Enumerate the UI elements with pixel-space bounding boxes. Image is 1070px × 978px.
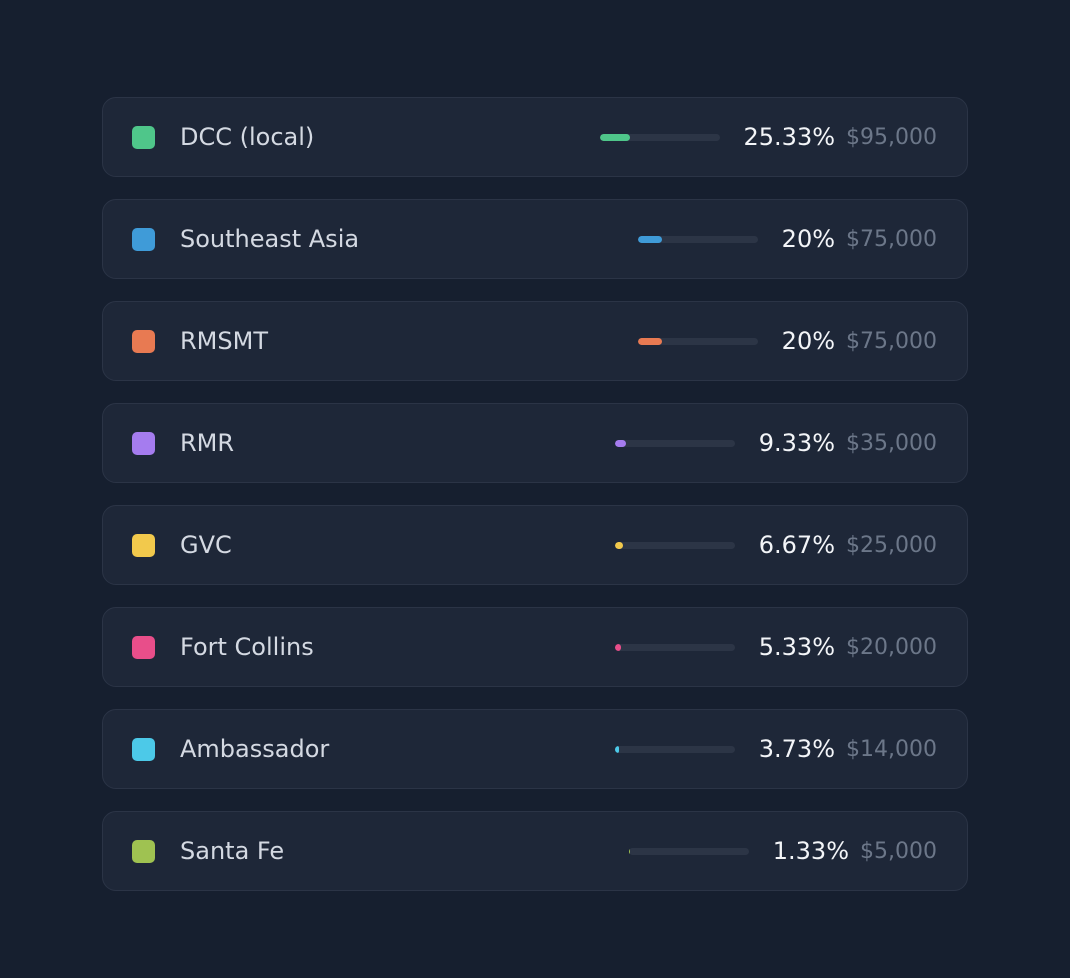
- color-swatch: [132, 635, 155, 659]
- item-name: RMR: [180, 429, 235, 457]
- color-swatch: [132, 125, 155, 149]
- progress-fill: [628, 847, 631, 855]
- item-name: GVC: [180, 531, 232, 559]
- color-swatch: [132, 737, 155, 761]
- amount-label: $20,000: [846, 634, 937, 660]
- progress-fill: [614, 643, 622, 651]
- progress-fill: [637, 235, 662, 243]
- allocation-row: Fort Collins 5.33% $20,000: [102, 607, 968, 687]
- allocation-row: RMR 9.33% $35,000: [102, 403, 968, 483]
- progress-fill: [614, 745, 620, 753]
- allocation-row: Ambassador 3.73% $14,000: [102, 709, 968, 789]
- progress-fill: [614, 541, 623, 549]
- progress-track: [614, 745, 735, 753]
- percent-label: 20%: [781, 327, 836, 355]
- progress-track: [628, 847, 749, 855]
- progress-track: [614, 541, 735, 549]
- percent-label: 6.67%: [758, 531, 836, 559]
- item-name: DCC (local): [180, 123, 315, 151]
- allocation-row: DCC (local) 25.33% $95,000: [102, 97, 968, 177]
- color-swatch: [132, 533, 155, 557]
- progress-track: [637, 235, 758, 243]
- item-name: RMSMT: [180, 327, 268, 355]
- amount-label: $75,000: [846, 226, 937, 252]
- color-swatch: [132, 227, 155, 251]
- allocation-row: RMSMT 20% $75,000: [102, 301, 968, 381]
- percent-label: 25.33%: [743, 123, 836, 151]
- color-swatch: [132, 431, 155, 455]
- item-name: Santa Fe: [180, 837, 285, 865]
- progress-track: [637, 337, 758, 345]
- item-name: Southeast Asia: [180, 225, 360, 253]
- color-swatch: [132, 839, 155, 863]
- amount-label: $95,000: [846, 124, 937, 150]
- amount-label: $35,000: [846, 430, 937, 456]
- allocation-list: DCC (local) 25.33% $95,000 Southeast Asia 20…: [102, 97, 968, 913]
- progress-track: [599, 133, 720, 141]
- amount-label: $14,000: [846, 736, 937, 762]
- item-name: Ambassador: [180, 735, 330, 763]
- allocation-row: GVC 6.67% $25,000: [102, 505, 968, 585]
- allocation-row: Southeast Asia 20% $75,000: [102, 199, 968, 279]
- progress-fill: [614, 439, 626, 447]
- percent-label: 9.33%: [758, 429, 836, 457]
- percent-label: 3.73%: [758, 735, 836, 763]
- item-name: Fort Collins: [180, 633, 314, 661]
- amount-label: $5,000: [860, 838, 937, 864]
- percent-label: 5.33%: [758, 633, 836, 661]
- progress-track: [614, 643, 735, 651]
- color-swatch: [132, 329, 155, 353]
- progress-fill: [599, 133, 630, 141]
- amount-label: $25,000: [846, 532, 937, 558]
- amount-label: $75,000: [846, 328, 937, 354]
- allocation-row: Santa Fe 1.33% $5,000: [102, 811, 968, 891]
- progress-fill: [637, 337, 662, 345]
- progress-track: [614, 439, 735, 447]
- percent-label: 1.33%: [772, 837, 850, 865]
- percent-label: 20%: [781, 225, 836, 253]
